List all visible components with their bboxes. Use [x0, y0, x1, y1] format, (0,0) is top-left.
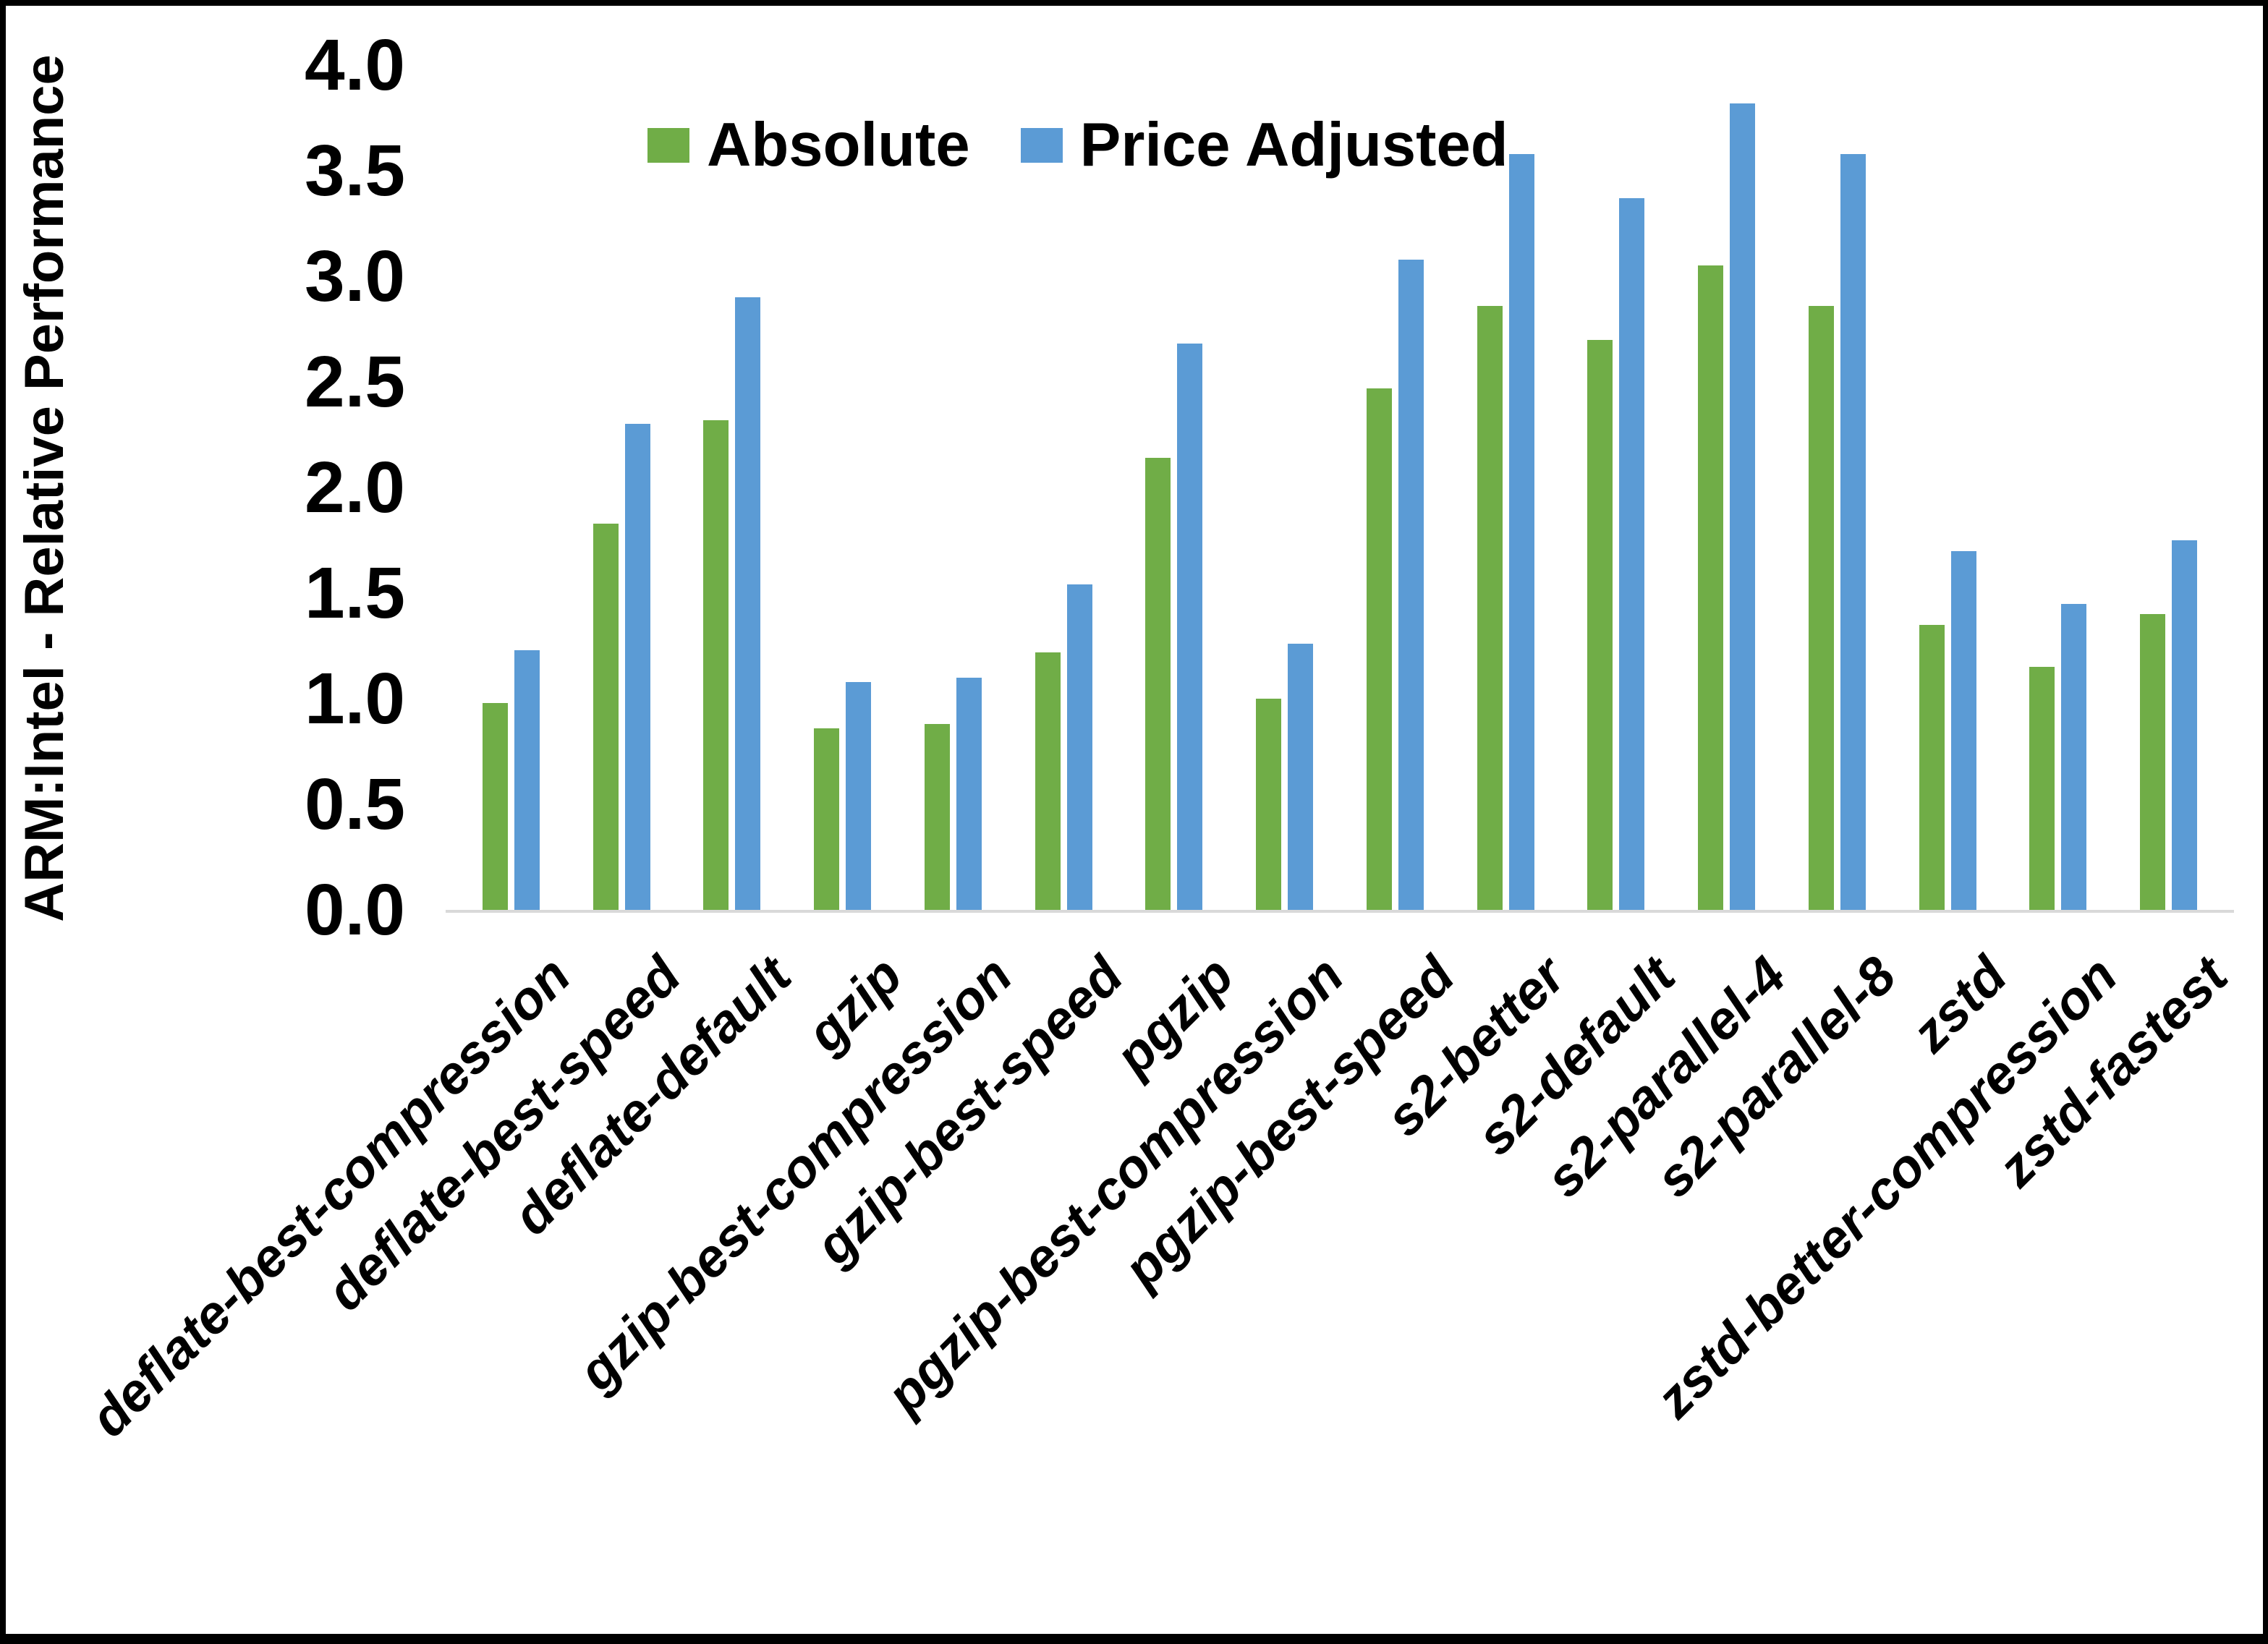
bar-absolute [924, 724, 950, 910]
border-left [0, 0, 6, 1644]
bar-group [898, 0, 1008, 910]
bar-absolute [1808, 306, 1834, 910]
bar-group [1782, 0, 1893, 910]
bar-absolute [482, 703, 508, 910]
bar-group [1340, 0, 1451, 910]
x-axis-line [446, 910, 2234, 913]
bar-group [1561, 0, 1672, 910]
bar-group [1229, 0, 1340, 910]
legend-item-price-adjusted: Price Adjusted [1020, 110, 1508, 181]
bar-absolute [1256, 699, 1282, 910]
bar-price-adjusted [956, 678, 982, 910]
bar-price-adjusted [2172, 540, 2198, 910]
bar-group [1119, 0, 1230, 910]
bar-price-adjusted [846, 682, 872, 910]
bar-price-adjusted [1177, 344, 1203, 910]
bar-group [1671, 0, 1782, 910]
legend: Absolute Price Adjusted [647, 110, 1508, 181]
bar-group [566, 0, 677, 910]
bar-group [2003, 0, 2114, 910]
bar-absolute [2029, 667, 2055, 910]
bar-group [1008, 0, 1119, 910]
legend-swatch-absolute [647, 128, 689, 163]
bar-absolute [1145, 458, 1171, 910]
y-tick-label: 4.0 [304, 25, 405, 106]
bar-price-adjusted [735, 297, 761, 910]
y-tick-label: 3.0 [304, 236, 405, 317]
bar-absolute [1477, 306, 1503, 910]
y-tick-label: 2.5 [304, 341, 405, 422]
bar-absolute [2140, 614, 2166, 910]
bar-group [1451, 0, 1561, 910]
border-right [2263, 0, 2268, 1644]
bar-price-adjusted [1398, 260, 1424, 910]
bar-price-adjusted [1730, 103, 1756, 910]
bar-price-adjusted [1619, 198, 1645, 910]
y-tick-label: 1.0 [304, 658, 405, 739]
border-bottom [0, 1634, 2268, 1644]
bar-absolute [1035, 652, 1061, 910]
bar-group [2113, 0, 2224, 910]
bar-absolute [1587, 340, 1613, 910]
legend-label-absolute: Absolute [707, 111, 970, 179]
bar-absolute [1919, 625, 1945, 910]
legend-swatch-price-adjusted [1020, 128, 1063, 163]
bar-group [787, 0, 898, 910]
y-tick-label: 2.0 [304, 447, 405, 528]
legend-item-absolute: Absolute [647, 110, 970, 181]
border-top [0, 0, 2268, 6]
bar-absolute [814, 728, 840, 910]
y-tick-label: 3.5 [304, 130, 405, 211]
bar-group [677, 0, 788, 910]
bar-group [456, 0, 566, 910]
bar-absolute [1366, 388, 1392, 910]
bar-absolute [593, 524, 619, 910]
y-tick-label: 0.0 [304, 869, 405, 950]
y-tick-label: 1.5 [304, 553, 405, 634]
legend-label-price-adjusted: Price Adjusted [1079, 111, 1508, 179]
bar-absolute [1698, 265, 1724, 910]
bar-price-adjusted [1508, 154, 1534, 910]
bar-price-adjusted [514, 650, 540, 910]
bar-price-adjusted [1950, 551, 1976, 910]
bar-price-adjusted [1066, 584, 1092, 910]
bar-price-adjusted [1840, 154, 1866, 910]
y-tick-label: 0.5 [304, 764, 405, 845]
bar-price-adjusted [2061, 604, 2087, 910]
bar-price-adjusted [1288, 644, 1314, 910]
bar-absolute [703, 420, 729, 910]
bar-price-adjusted [624, 424, 650, 910]
bar-group [1893, 0, 2003, 910]
